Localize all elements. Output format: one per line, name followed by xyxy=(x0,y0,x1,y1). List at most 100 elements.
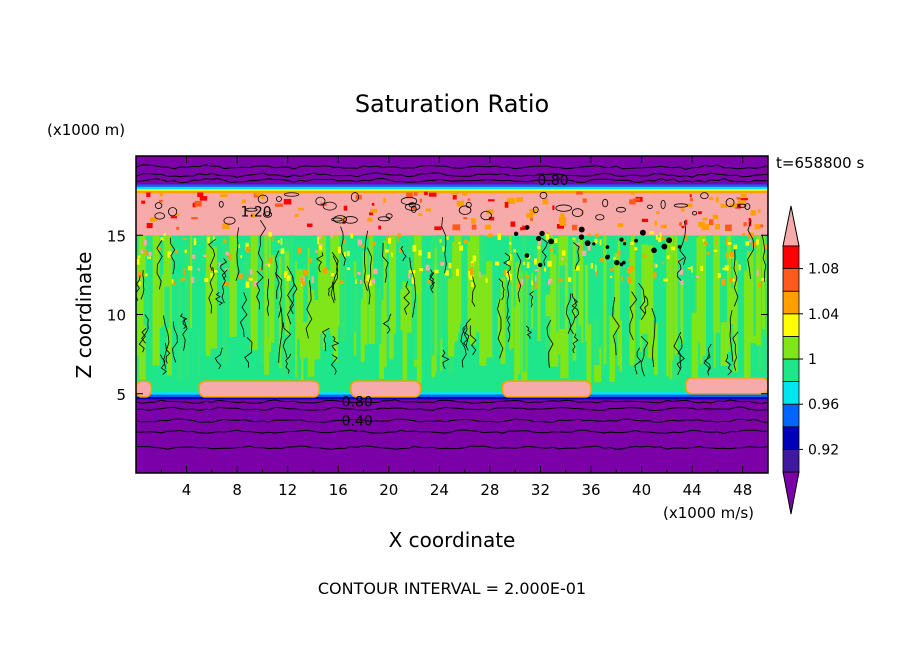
speckle xyxy=(228,281,230,288)
speckle xyxy=(371,202,375,206)
contour-dot xyxy=(584,240,591,247)
contour-cloud xyxy=(747,220,754,279)
speckle xyxy=(253,281,258,287)
x-tick-label: 28 xyxy=(480,481,499,499)
cloud-streak xyxy=(383,240,387,368)
speckle xyxy=(547,280,551,285)
speckle xyxy=(148,251,152,256)
speckle xyxy=(357,239,363,246)
speckle xyxy=(427,251,431,259)
colorbar-swatch xyxy=(782,313,800,337)
contour-cloud xyxy=(725,354,733,376)
speckle xyxy=(366,274,371,281)
boundary-band xyxy=(136,189,768,191)
x-axis-ticks: 4 8 12 16 20 24 28 32 36 40 44 48 xyxy=(160,156,752,499)
cloud-streak xyxy=(680,279,684,345)
base-patch xyxy=(198,380,321,398)
contour-top xyxy=(410,205,417,213)
contour-cloud xyxy=(462,324,470,347)
contour-dot xyxy=(513,231,519,237)
cloud-streak xyxy=(143,277,150,325)
contour-cloud xyxy=(400,245,407,262)
contour-labels: 0.80 1.20 0.80 0.40 xyxy=(240,173,568,430)
speckle xyxy=(737,200,746,206)
colorbar-over-arrow xyxy=(782,205,800,247)
speckle xyxy=(471,263,474,266)
speckle xyxy=(246,246,251,253)
speckle xyxy=(722,267,725,271)
speckle xyxy=(146,192,151,198)
speckle xyxy=(478,271,481,278)
speckle xyxy=(740,193,747,197)
speckle xyxy=(459,245,464,251)
contour-dot xyxy=(666,237,673,244)
speckle xyxy=(715,240,718,244)
speckle xyxy=(317,237,320,245)
cloud-streak xyxy=(403,286,412,333)
speckle xyxy=(610,268,614,272)
contour-top xyxy=(532,206,539,214)
cloud-streak xyxy=(264,337,269,375)
speckle xyxy=(534,269,539,272)
speckle xyxy=(715,224,721,230)
plot-field xyxy=(136,156,768,473)
contour-cloud xyxy=(140,270,145,300)
cloud-streak xyxy=(486,260,493,358)
speckle xyxy=(497,233,501,241)
speckle xyxy=(709,197,714,201)
speckle xyxy=(249,278,253,281)
contour-cloud xyxy=(703,343,712,373)
contour-cloud xyxy=(529,291,534,308)
x-tick-label: 8 xyxy=(232,481,242,499)
cloud-streak xyxy=(448,278,455,357)
speckle xyxy=(440,261,445,266)
cloud-streak xyxy=(634,273,640,378)
speckle xyxy=(238,272,243,279)
contour-cloud xyxy=(316,252,324,273)
speckle xyxy=(488,216,495,221)
speckle xyxy=(627,277,632,281)
contour-cloud xyxy=(673,331,682,376)
speckle xyxy=(181,276,185,281)
contour-cloud xyxy=(340,226,346,266)
speckle xyxy=(464,239,468,244)
speckle xyxy=(144,239,147,246)
speckle xyxy=(488,233,493,237)
cloud-streak xyxy=(270,255,275,343)
contour-top xyxy=(223,216,236,225)
speckle xyxy=(617,223,624,227)
speckle xyxy=(578,245,582,251)
cloud-streak xyxy=(190,235,193,329)
speckle xyxy=(360,244,365,248)
contour-top xyxy=(691,211,698,216)
speckle xyxy=(572,237,576,240)
speckle xyxy=(199,196,208,201)
cloud-streak xyxy=(726,235,731,336)
contour-cloud xyxy=(332,255,339,301)
speckle xyxy=(425,208,431,212)
speckle xyxy=(554,238,558,244)
y-units-label: (x1000 m) xyxy=(47,121,125,139)
cloud-streak xyxy=(434,248,437,373)
contour-cloud xyxy=(732,331,739,371)
speckle xyxy=(671,246,675,251)
speckle xyxy=(225,251,230,256)
contour-cloud xyxy=(498,278,505,301)
time-label: t=658800 s xyxy=(776,154,864,172)
contour-dot xyxy=(592,242,596,246)
cloud-streak xyxy=(762,245,768,337)
speckle xyxy=(633,198,641,201)
speckle xyxy=(303,269,308,276)
speckle xyxy=(529,208,537,215)
speckle xyxy=(418,213,423,216)
contour-cloud xyxy=(256,270,264,310)
contour-cloud xyxy=(156,239,163,290)
speckle xyxy=(685,203,693,207)
speckle xyxy=(330,231,333,238)
cloud-streak xyxy=(713,235,720,333)
contour-top xyxy=(245,207,258,212)
cloud-streak xyxy=(556,235,559,332)
speckle xyxy=(643,254,647,258)
cloud-streak xyxy=(593,318,600,365)
speckle xyxy=(733,244,738,250)
